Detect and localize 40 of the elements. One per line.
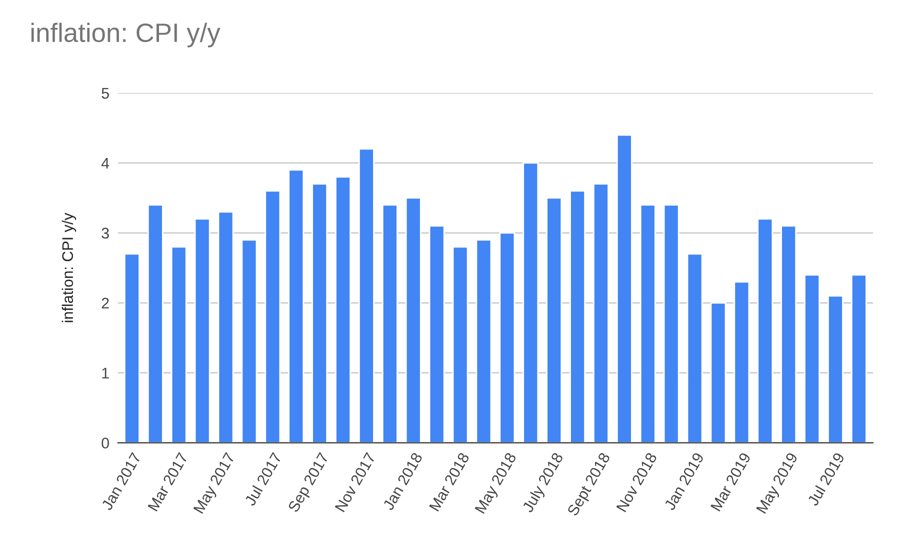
bar: [663, 204, 680, 443]
bar: [780, 225, 797, 443]
y-tick-label: 5: [102, 88, 109, 99]
y-tick-label: 2: [102, 298, 109, 308]
bar: [804, 274, 820, 443]
bar: [170, 246, 187, 443]
bar: [147, 204, 164, 443]
bar: [616, 134, 632, 443]
bar: [288, 169, 304, 443]
y-tick-label: 0: [102, 438, 109, 448]
bar: [312, 183, 328, 443]
bar: [358, 148, 374, 443]
bar: [522, 162, 539, 443]
bar: [452, 246, 468, 443]
bar: [405, 197, 422, 443]
bar: [218, 211, 234, 443]
bar: [241, 239, 258, 443]
bar: [428, 225, 445, 443]
bar: [686, 253, 703, 443]
bar: [382, 204, 398, 443]
bar: [499, 232, 516, 443]
bar: [335, 176, 351, 443]
bar: [570, 190, 586, 443]
bar: [850, 274, 867, 443]
bar: [593, 183, 609, 443]
y-tick-label: 3: [102, 228, 109, 239]
bar: [828, 295, 844, 443]
bar: [640, 204, 656, 443]
y-tick-label: 4: [101, 158, 110, 169]
chart-title: inflation: CPI y/y: [31, 22, 220, 48]
bar: [194, 218, 210, 443]
y-tick-label: 1: [102, 368, 109, 378]
bar: [476, 239, 492, 443]
bar: [757, 218, 774, 443]
bar: [264, 190, 281, 443]
bar: [546, 197, 562, 443]
bar: [734, 281, 750, 443]
bar: [710, 302, 726, 443]
y-axis-title: inflation: CPI y/y: [62, 212, 76, 322]
bar: [124, 253, 140, 443]
